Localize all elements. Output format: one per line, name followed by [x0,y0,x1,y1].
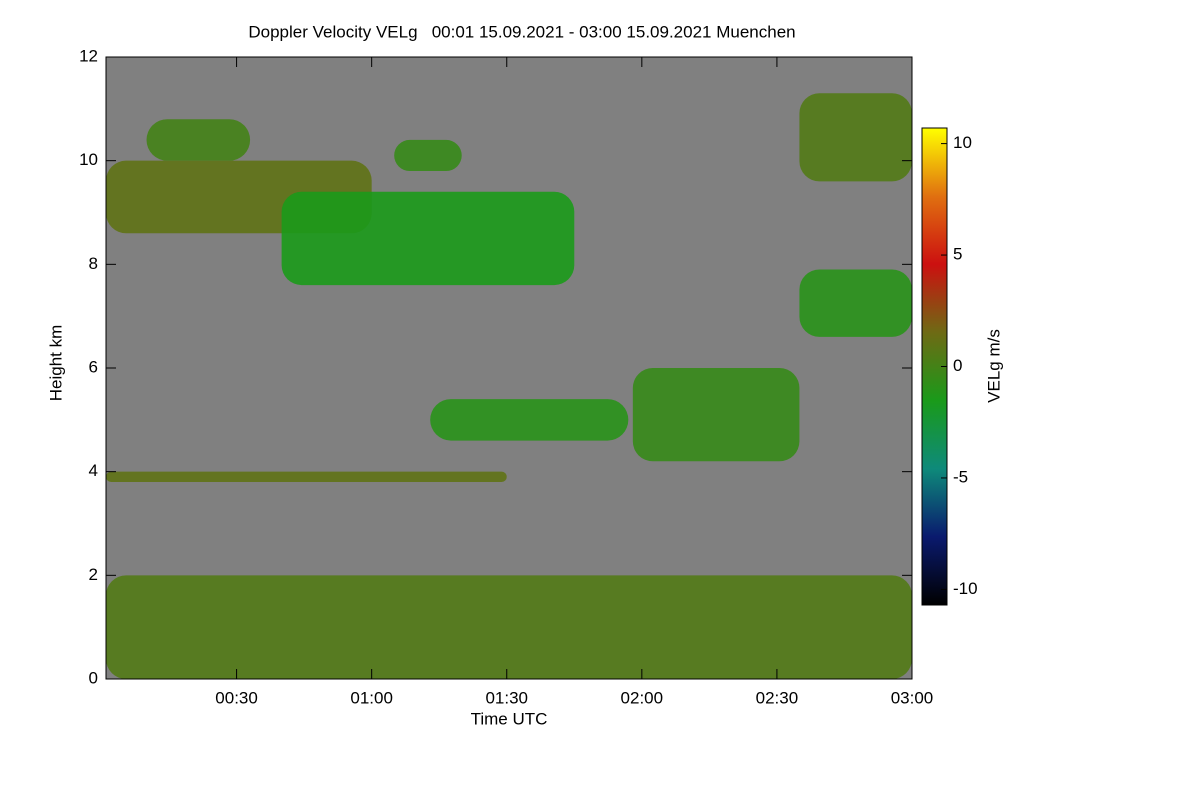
y-tick-label: 2 [89,565,98,584]
velocity-region [106,575,912,679]
regions [106,93,912,679]
velocity-region [281,191,575,286]
x-tick-label: 03:00 [891,688,934,707]
y-tick-label: 12 [79,46,98,65]
colorbar-tick-label: 5 [953,245,962,264]
x-tick-label: 02:00 [621,688,664,707]
velocity-region [106,471,507,483]
colorbar-tick-label: -5 [953,467,968,486]
y-tick-label: 10 [79,150,98,169]
colorbar-tick-label: -10 [953,579,978,598]
velocity-region [799,93,912,182]
y-tick-label: 4 [89,461,98,480]
y-tick-label: 0 [89,668,98,687]
x-tick-label: 00:30 [215,688,258,707]
x-tick-label: 01:00 [350,688,393,707]
chart-title: Doppler Velocity VELg 00:01 15.09.2021 -… [248,22,795,41]
x-tick-label: 01:30 [485,688,528,707]
y-tick-label: 8 [89,254,98,273]
velocity-region [799,269,912,337]
y-axis-label: Height km [46,325,65,402]
y-tick-label: 6 [89,357,98,376]
velocity-region [430,399,629,441]
colorbar-tick-label: 0 [953,356,962,375]
colorbar-tick-label: 10 [953,133,972,152]
velocity-region [394,139,462,172]
x-axis-label: Time UTC [471,709,548,728]
velocity-region [146,119,251,161]
x-tick-label: 02:30 [756,688,799,707]
velocity-region [632,368,800,462]
colorbar-label: VELg m/s [984,329,1003,403]
